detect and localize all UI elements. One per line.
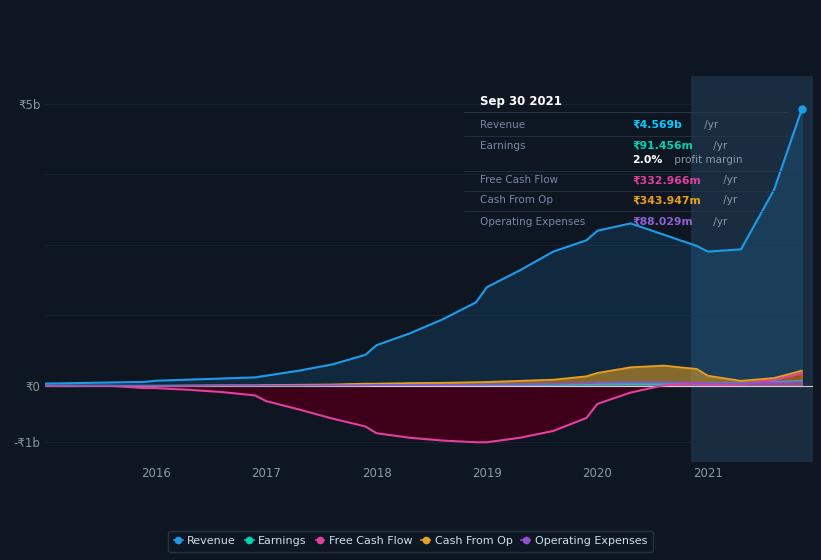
Bar	[691, 76, 813, 462]
Text: /yr: /yr	[720, 195, 737, 206]
Text: /yr: /yr	[720, 175, 737, 185]
Text: 2.0%: 2.0%	[632, 155, 663, 165]
Text: profit margin: profit margin	[672, 155, 743, 165]
Text: ₹91.456m: ₹91.456m	[632, 141, 694, 151]
Text: Sep 30 2021: Sep 30 2021	[480, 95, 562, 108]
Text: Revenue: Revenue	[480, 120, 525, 130]
Text: ₹4.569b: ₹4.569b	[632, 120, 682, 130]
Text: ₹343.947m: ₹343.947m	[632, 195, 701, 206]
Text: ₹88.029m: ₹88.029m	[632, 217, 693, 227]
Text: Free Cash Flow: Free Cash Flow	[480, 175, 558, 185]
Text: /yr: /yr	[710, 217, 727, 227]
Text: /yr: /yr	[710, 141, 727, 151]
Text: ₹332.966m: ₹332.966m	[632, 175, 701, 185]
Text: Cash From Op: Cash From Op	[480, 195, 553, 206]
Text: Earnings: Earnings	[480, 141, 525, 151]
Text: Operating Expenses: Operating Expenses	[480, 217, 585, 227]
Text: /yr: /yr	[700, 120, 718, 130]
Legend: Revenue, Earnings, Free Cash Flow, Cash From Op, Operating Expenses: Revenue, Earnings, Free Cash Flow, Cash …	[168, 530, 653, 552]
